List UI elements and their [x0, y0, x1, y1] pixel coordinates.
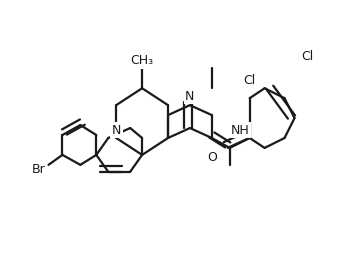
Text: N: N: [185, 90, 194, 103]
Text: NH: NH: [230, 124, 249, 137]
Text: Cl: Cl: [244, 74, 256, 87]
Text: N: N: [111, 124, 121, 137]
Text: Br: Br: [32, 163, 45, 176]
Text: Cl: Cl: [301, 50, 313, 63]
Text: O: O: [207, 151, 217, 164]
Text: CH₃: CH₃: [130, 54, 154, 67]
